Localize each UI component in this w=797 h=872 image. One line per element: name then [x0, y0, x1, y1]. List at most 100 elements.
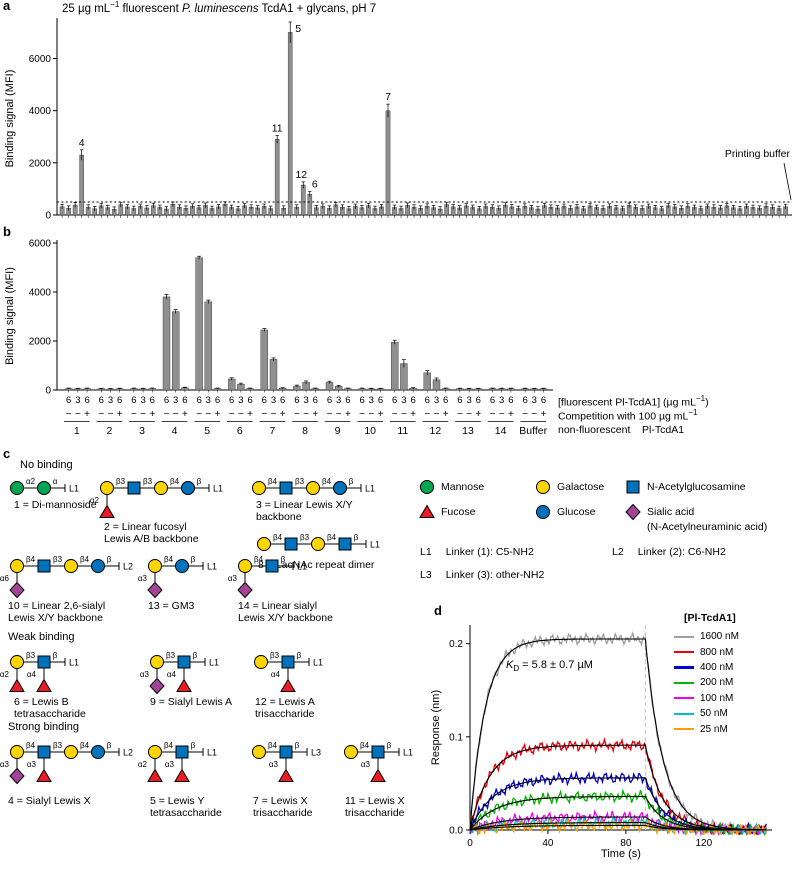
svg-text:−: − [294, 409, 300, 420]
svg-text:−: − [303, 409, 309, 420]
glycan-11-structure: L1 β4 β α3 [344, 741, 413, 782]
n-acetylglucosamine-icon [177, 655, 191, 669]
svg-text:α3: α3 [228, 574, 238, 583]
svg-text:6: 6 [392, 395, 397, 406]
linker-l2: L2 Linker (2): C6-NH2 [612, 546, 726, 558]
svg-text:−: − [196, 409, 202, 420]
n-acetylglucosamine-icon [371, 745, 385, 759]
svg-text:3: 3 [401, 395, 406, 406]
title-sup: −1 [110, 0, 120, 9]
panel-d-chart: 0 40 80 120 0.0 0.1 0.2 Time (s) Response (nm) [430, 625, 772, 860]
svg-text:+: + [247, 409, 253, 420]
svg-text:L3: L3 [311, 748, 321, 758]
glycan-9-structure: L1 β3 β α3 α4 [140, 651, 219, 695]
svg-text:3: 3 [271, 395, 276, 406]
svg-text:6: 6 [150, 395, 155, 406]
n-acetylglucosamine-icon [37, 655, 51, 669]
svg-text:α3: α3 [269, 760, 279, 769]
fucose-icon [278, 768, 294, 782]
n-acetylglucosamine-icon [37, 745, 51, 759]
glycan-14-structure: L1 β4 β α3 [228, 555, 307, 599]
svg-text:+: + [541, 409, 547, 420]
mannose-icon [37, 481, 51, 495]
svg-text:6: 6 [312, 179, 318, 191]
svg-text:β: β [191, 741, 196, 750]
svg-text:6: 6 [196, 395, 201, 406]
svg-text:3: 3 [238, 395, 243, 406]
svg-text:−: − [522, 409, 528, 420]
svg-text:6: 6 [237, 425, 243, 437]
svg-text:β4: β4 [80, 741, 90, 750]
svg-text:+: + [117, 409, 123, 420]
svg-text:4: 4 [172, 425, 178, 437]
svg-text:2000: 2000 [29, 158, 52, 169]
svg-text:β4: β4 [273, 533, 283, 542]
d-legend-title: [Pl-TcdA1] [684, 612, 736, 624]
svg-text:L1: L1 [207, 562, 217, 572]
n-acetylglucosamine-icon [279, 481, 293, 495]
glycan-10-caption: 10 = Linear 2,6-sialyl Lewis X/Y backbone [8, 600, 106, 624]
galactose-icon [10, 655, 24, 669]
svg-text:+: + [149, 409, 155, 420]
svg-text:β4: β4 [360, 741, 370, 750]
svg-text:3: 3 [499, 395, 504, 406]
svg-text:α2: α2 [90, 496, 100, 505]
d-legend-entry: 50 nM [674, 706, 739, 721]
svg-text:β4: β4 [327, 533, 337, 542]
d-legend: 1600 nM 800 nM 400 nM 200 nM 100 nM 50 nM 25 n… [674, 629, 739, 737]
legend-line-swatch [674, 666, 694, 669]
section-strong-binding: Strong binding [8, 721, 79, 733]
d-legend-entry: 800 nM [674, 644, 739, 659]
galactose-icon [252, 481, 266, 495]
svg-text:β3: β3 [270, 651, 280, 660]
svg-text:0.2: 0.2 [449, 639, 463, 650]
n-acetylglucosamine-icon [338, 537, 352, 551]
n-acetylglucosamine-icon [279, 745, 293, 759]
linker-l3: L3 Linker (3): other-NH2 [420, 569, 545, 581]
svg-text:β4: β4 [80, 555, 90, 564]
svg-text:L1: L1 [403, 748, 413, 758]
svg-text:−: − [327, 409, 333, 420]
svg-text:β: β [107, 741, 112, 750]
glucose-icon [536, 505, 550, 519]
galactose-icon [154, 481, 168, 495]
svg-text:6: 6 [117, 395, 122, 406]
svg-text:7: 7 [269, 425, 275, 437]
svg-text:L1: L1 [365, 484, 375, 494]
svg-text:5: 5 [204, 425, 210, 437]
svg-text:β: β [53, 651, 58, 660]
svg-text:α3: α3 [138, 574, 148, 583]
galactose-icon [10, 745, 24, 759]
sialic-acid-icon [237, 581, 253, 599]
sialic-acid-icon [625, 503, 641, 521]
svg-text:β: β [107, 555, 112, 564]
svg-text:6: 6 [522, 395, 527, 406]
d-legend-entry: 25 nM [674, 721, 739, 736]
svg-text:β3: β3 [116, 477, 126, 486]
bar [227, 378, 236, 391]
galactose-icon [257, 537, 271, 551]
glycan-8-caption: 8 = LacNAc repeat dimer [258, 559, 375, 571]
svg-text:4000: 4000 [29, 288, 52, 299]
svg-text:0: 0 [45, 386, 51, 397]
svg-text:3: 3 [206, 395, 211, 406]
svg-text:Time (s): Time (s) [601, 848, 641, 860]
b-axis-row-label-1: [fluorescent Pl-TcdA1] (µg mL−1) [558, 394, 709, 409]
galactose-icon [311, 537, 325, 551]
svg-text:6: 6 [229, 395, 234, 406]
panel-a-title: 25 µg mL−1 fluorescent P. luminescens Tc… [62, 0, 376, 15]
svg-text:−: − [205, 409, 211, 420]
svg-text:6: 6 [131, 395, 136, 406]
svg-text:120: 120 [695, 838, 712, 849]
svg-text:L1: L1 [209, 658, 219, 668]
linker-l1: L1 Linker (1): C5-NH2 [420, 546, 534, 558]
svg-text:α4: α4 [271, 670, 281, 679]
svg-text:13: 13 [462, 425, 474, 437]
svg-text:α3: α3 [361, 760, 371, 769]
svg-text:+: + [215, 409, 221, 420]
svg-text:−: − [238, 409, 244, 420]
glycan-9-caption: 9 = Sialyl Lewis A [150, 696, 233, 708]
bar [391, 342, 399, 391]
